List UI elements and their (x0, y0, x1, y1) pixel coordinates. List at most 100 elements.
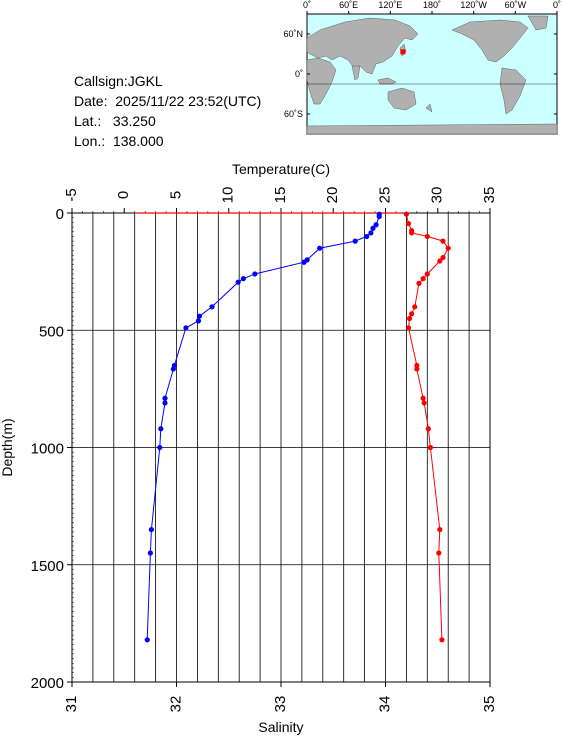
map-tick-labels: 0˚ 60˚E 120˚E 180˚ 120˚W 60˚W 0˚ 60˚N 0˚ 60˚S (283, 0, 561, 119)
temperature-data-point (183, 325, 189, 331)
salinity-tick-label: 35 (481, 696, 498, 713)
station-info: Callsign:JGKL Date: 2025/11/22 23:52(UTC… (74, 71, 261, 151)
salinity-data-point (409, 311, 415, 317)
map-lon-tick-label: 120˚W (460, 0, 487, 10)
map-lat-tick-label: 60˚N (283, 29, 303, 39)
temperature-data-point (376, 213, 382, 220)
temperature-axis-title: Temperature(C) (232, 161, 330, 177)
temperature-data-point (170, 366, 176, 372)
salinity-data-point (421, 400, 427, 406)
temperature-data-point (364, 233, 370, 240)
salinity-data-point (437, 526, 443, 533)
land-africa (306, 57, 337, 105)
land-antarctica (306, 123, 558, 135)
salinity-tick-label: 34 (376, 696, 393, 713)
land-south-america (499, 67, 527, 115)
map-lat-tick-label: 60˚S (284, 109, 303, 119)
chart-grid (72, 212, 490, 683)
map-lat-tick-label: 0˚ (295, 69, 303, 79)
temperature-tick-label: 0 (115, 191, 132, 199)
land-new-zealand (425, 103, 433, 113)
depth-tick-label: 1500 (31, 558, 64, 575)
salinity-data-point (420, 276, 426, 282)
temperature-data-point (157, 444, 163, 451)
temperature-data-point (317, 245, 323, 251)
map-lon-tick-label: 0˚ (553, 0, 561, 10)
salinity-data-point (424, 271, 430, 277)
temperature-data-point (252, 271, 258, 277)
salinity-data-point (427, 444, 434, 451)
temperature-tick-label: 10 (220, 187, 237, 204)
callsign-text: Callsign:JGKL (74, 73, 163, 89)
temperature-tick-label: 5 (167, 191, 184, 199)
land-indonesia (377, 77, 397, 85)
salinity-data-point (437, 258, 443, 264)
longitude-text: Lon.: 138.000 (74, 133, 164, 149)
temperature-axis: -5 0 5 10 15 20 25 30 35 (63, 187, 498, 213)
salinity-data-point (425, 426, 431, 432)
temperature-data-point (301, 259, 307, 265)
land-eurasia (306, 17, 419, 75)
salinity-data-point (420, 395, 426, 401)
temperature-data-point (144, 637, 150, 643)
temperature-data-point (235, 279, 241, 285)
salinity-data-point (445, 245, 451, 251)
temperature-data-point (162, 395, 168, 401)
temperature-data-point (368, 230, 374, 236)
temperature-data-point (352, 238, 358, 244)
salinity-data-point (440, 238, 446, 244)
map-lon-tick-label: 0˚ (303, 0, 311, 10)
land-india (351, 65, 361, 81)
salinity-data-point (440, 254, 446, 261)
latitude-text: Lat.: 33.250 (74, 113, 156, 129)
land-australia (387, 87, 417, 111)
depth-axis: 0 500 1000 1500 2000 (31, 206, 74, 692)
temperature-data-point (196, 313, 203, 319)
temperature-tick-label: 30 (429, 187, 446, 204)
series-layer (134, 211, 451, 643)
salinity-data-point (414, 366, 420, 372)
temperature-profile-line (146, 214, 380, 640)
salinity-data-point (412, 304, 418, 310)
temperature-data-point (195, 318, 202, 324)
temperature-tick-label: -5 (63, 188, 80, 201)
salinity-data-point (405, 325, 412, 331)
temperature-data-point (162, 400, 168, 406)
salinity-axis: 31 32 33 34 35 (63, 682, 498, 712)
temperature-data-point (240, 276, 246, 282)
temperature-data-point (373, 222, 379, 228)
depth-axis-title: Depth(m) (0, 418, 15, 476)
land-greenland (527, 15, 549, 31)
temperature-data-point (209, 304, 215, 310)
depth-tick-label: 0 (56, 206, 64, 223)
temperature-tick-label: 20 (324, 187, 341, 204)
salinity-tick-label: 33 (272, 696, 289, 713)
temperature-tick-label: 15 (272, 187, 289, 204)
salinity-tick-label: 31 (63, 696, 80, 713)
map-lon-tick-label: 60˚W (505, 0, 527, 10)
temperature-tick-label: 25 (376, 187, 393, 204)
salinity-data-point (409, 230, 415, 236)
salinity-axis-title: Salinity (258, 719, 303, 735)
salinity-data-point (439, 637, 445, 643)
salinity-data-point (406, 315, 413, 322)
salinity-data-point (436, 550, 442, 556)
depth-tick-label: 1000 (31, 441, 64, 458)
salinity-data-point (416, 280, 422, 286)
map-lon-tick-label: 180˚ (423, 0, 441, 10)
map-lon-tick-label: 60˚E (339, 0, 358, 10)
depth-tick-label: 500 (39, 323, 64, 340)
temperature-data-point (148, 526, 155, 533)
map-landmasses (306, 15, 558, 135)
temperature-data-point (147, 550, 153, 556)
salinity-tick-label: 32 (167, 696, 184, 713)
salinity-data-point (424, 233, 430, 240)
depth-tick-label: 2000 (31, 675, 64, 692)
date-text: Date: 2025/11/22 23:52(UTC) (74, 93, 262, 109)
land-north-america (451, 19, 529, 63)
salinity-data-point (405, 220, 412, 227)
salinity-data-point (403, 211, 409, 217)
station-marker (400, 49, 406, 55)
